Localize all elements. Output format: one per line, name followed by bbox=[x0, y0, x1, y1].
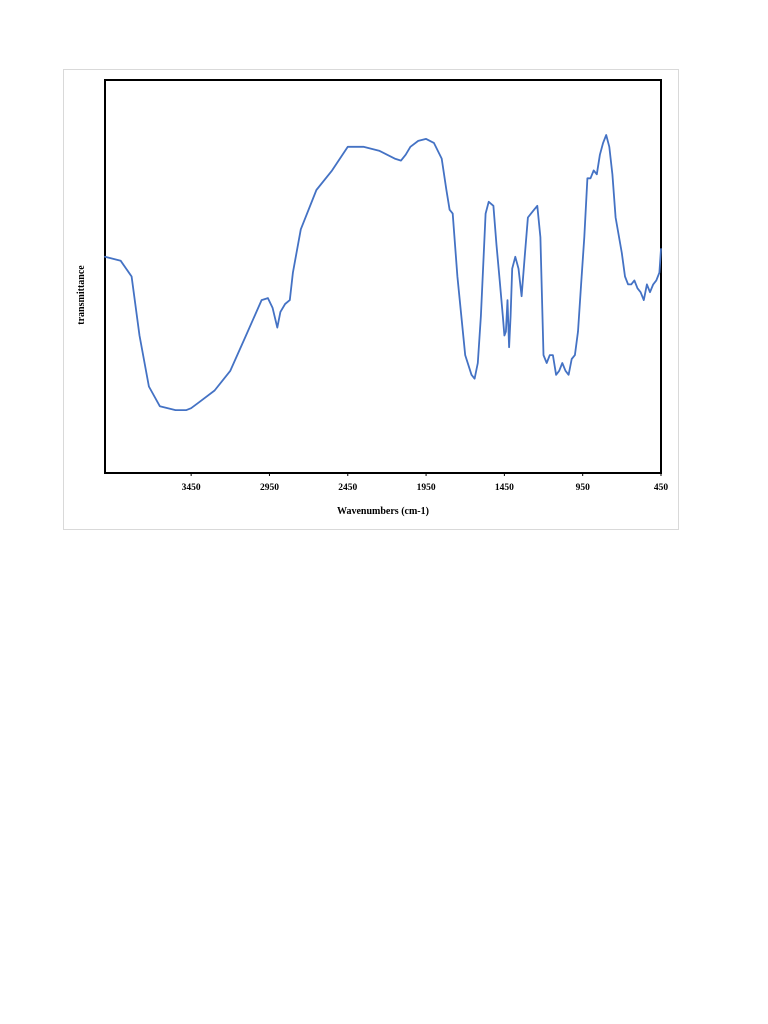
x-tick-label: 450 bbox=[654, 483, 669, 493]
x-tick-label: 1450 bbox=[495, 483, 514, 493]
y-axis-title: transmittance bbox=[76, 265, 87, 325]
x-tick-label: 3450 bbox=[182, 483, 201, 493]
plot-area-border bbox=[104, 79, 662, 474]
x-axis-ticks: 3450 2950 2450 1950 1450 950 450 bbox=[182, 473, 669, 493]
x-tick-label: 1950 bbox=[417, 483, 436, 493]
x-axis-title: Wavenumbers (cm-1) bbox=[337, 506, 429, 517]
x-tick-label: 950 bbox=[576, 483, 591, 493]
ir-spectrum-chart: 3450 2950 2450 1950 1450 950 450 Wavenumbers (… bbox=[76, 79, 669, 517]
spectrum-line bbox=[104, 134, 662, 411]
x-tick-label: 2950 bbox=[260, 483, 279, 493]
chart-area: 3450 2950 2450 1950 1450 950 450 Wavenumbers (… bbox=[63, 69, 679, 530]
x-tick-label: 2450 bbox=[338, 483, 357, 493]
